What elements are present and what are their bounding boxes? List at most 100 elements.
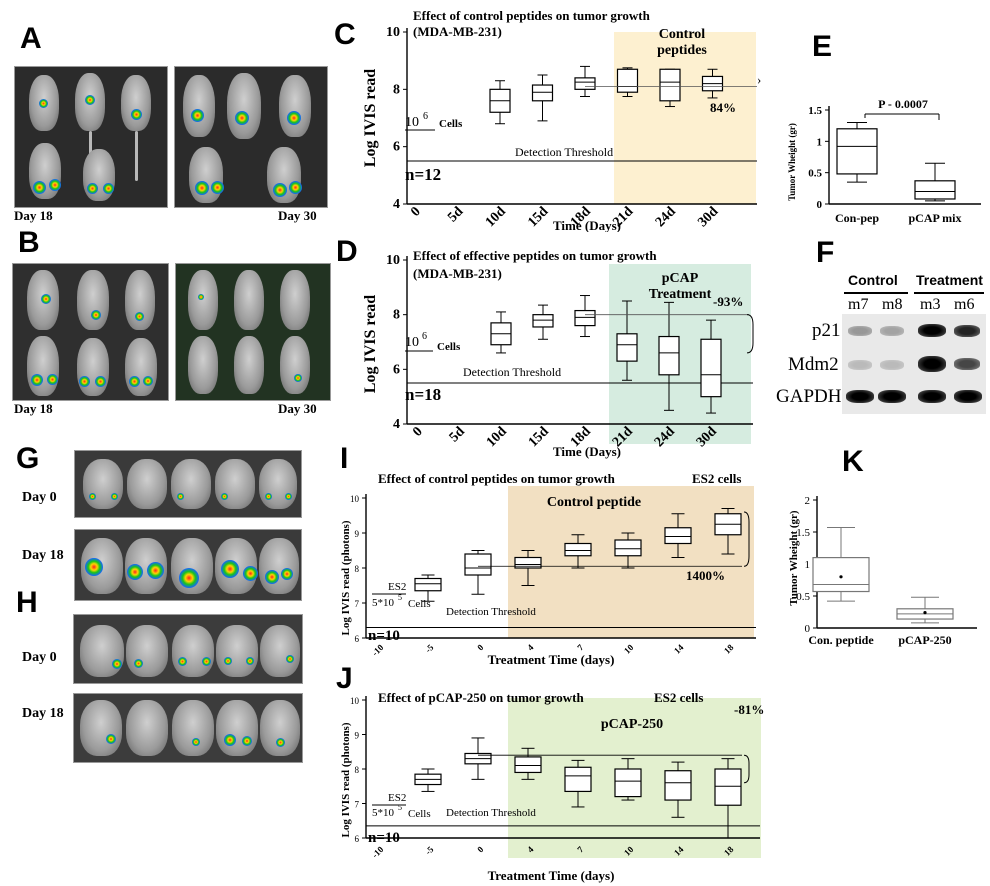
panel-label-k: K [842,445,864,478]
box [914,180,956,200]
shade [508,486,754,638]
chart-subtitle: (MDA-MB-231) [413,24,502,39]
box [514,756,542,774]
chart-title-right: ES2 cells [692,471,741,486]
y-axis-label: Log IVIS read [362,69,379,167]
threshold-label: Detection Threshold [463,365,561,379]
n-label: n=10 [368,628,400,644]
y-axis-label: Log IVIS read (photons) [340,722,352,837]
chart-title: Effect of control peptides on tumor grow… [413,8,651,23]
x-tick-label: 10 [622,642,636,656]
y-tick-label: 6 [355,634,360,644]
photo-b-right-day: Day 30 [278,401,317,416]
y-tick-label: 8 [393,308,400,323]
cells-base: 10 [405,335,419,350]
blot-lane-2: m8 [882,296,903,313]
panel-label-d: D [336,235,358,268]
panel-label-c: C [334,18,356,51]
x-tick-label: 0 [408,204,424,220]
box [664,770,692,801]
box [812,556,870,593]
threshold-label: Detection Threshold [446,606,536,618]
change-label: 84% [710,100,736,115]
chart-title: Effect of control peptides on tumor grow… [378,471,616,486]
x-tick-label: -5 [423,844,436,857]
y-tick-label: 10 [350,494,360,504]
cells-exp: 5 [398,803,402,812]
cells-line1: ES2 [388,792,406,804]
blot-control-line [844,292,908,294]
band-p21-m8 [880,326,904,336]
y-tick-label: 1.5 [796,527,810,539]
y-tick-label: 1 [805,559,811,571]
x-tick-label: Con. peptide [808,633,874,647]
photo-h-bottom-day: Day 18 [22,706,64,721]
panel-label-b: B [18,226,40,259]
mean-marker [839,575,843,579]
x-axis-label: Time (Days) [553,218,621,232]
change-brace [743,511,750,567]
x-tick-label: 24d [653,204,679,230]
y-axis-label: Tumor Wheight (gr) [787,123,797,201]
panel-label-h: H [16,586,38,619]
photo-g-bottom-day: Day 18 [22,548,64,563]
x-tick-label: 0 [475,642,486,653]
x-tick-label: 15d [526,424,552,450]
y-tick-label: 0 [817,199,823,211]
chart-i: Effect of control peptides on tumor grow… [340,471,756,667]
arrow-mark: › [757,72,761,87]
band-mdm2-m7 [848,360,872,370]
photo-h-day0 [73,614,303,684]
photo-h-top-day: Day 0 [22,650,57,665]
y-tick-label: 8 [355,564,360,574]
x-tick-label: -10 [370,642,386,658]
x-tick-label: 18 [722,642,736,656]
x-tick-label: 15d [525,204,551,230]
y-axis-label: Tumor Wheight (gr) [788,510,800,605]
cells-exp: 5 [398,593,402,602]
x-tick-label: 14 [672,642,686,656]
cells-exp: 6 [422,331,427,342]
n-label: n=18 [405,385,441,404]
blot-treatment-line [914,292,984,294]
shade-label-2: peptides [657,43,707,58]
x-tick-label: 4 [525,642,536,653]
box [616,68,639,93]
box [532,314,554,328]
box [564,542,592,557]
photo-a-day18 [14,66,168,208]
y-tick-label: 9 [355,529,360,539]
cells-base: 10 [405,115,419,130]
shade-label-1: pCAP [662,271,699,286]
box [836,128,878,175]
photo-b-day30 [175,263,331,401]
y-axis-label: Log IVIS read [362,295,379,393]
box [664,527,692,545]
y-tick-label: 8 [393,82,400,97]
cells-unit: Cells [437,341,461,353]
x-axis-label: Treatment Time (days) [488,868,615,883]
shade [614,32,756,204]
change-brace [743,754,750,784]
x-tick-label: 30d [695,204,721,230]
cells-unit: Cells [408,808,431,820]
chart-c: Effect of control peptides on tumor grow… [362,8,761,232]
band-mdm2-m8 [880,360,904,370]
blot-lane-3: m3 [920,296,941,313]
x-tick-label: -10 [370,844,386,860]
blot-lane-1: m7 [848,296,869,313]
photo-a-day30 [174,66,328,208]
cells-label: 10 6 Cells [405,111,463,131]
x-tick-label: 7 [575,642,586,653]
band-p21-m3 [918,324,946,337]
photo-g-top-day: Day 0 [22,490,57,505]
band-mdm2-m3 [918,356,946,372]
mean-marker [923,611,927,615]
photo-g-day18 [74,529,302,601]
shade-label: Control peptide [547,495,641,510]
p-value-label: P - 0.0007 [878,97,928,111]
change-label: -81% [734,702,764,717]
cells-base: 5*10 [372,597,395,609]
band-gapdh-m6 [954,390,982,403]
cells-label: 10 6 Cells [405,331,461,353]
